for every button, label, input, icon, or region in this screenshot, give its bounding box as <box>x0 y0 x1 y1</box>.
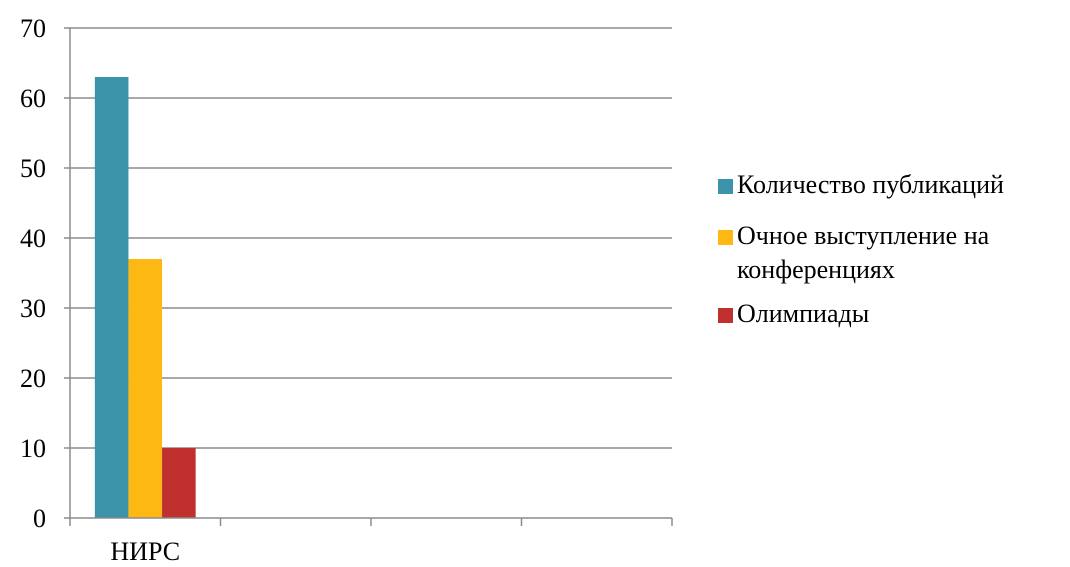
bar <box>128 259 163 518</box>
y-tick-label: 50 <box>20 154 46 183</box>
y-tick-label: 60 <box>20 84 46 113</box>
y-tick-label: 20 <box>20 364 46 393</box>
legend-swatch <box>718 308 733 323</box>
y-tick-label: 10 <box>20 434 46 463</box>
legend-swatch <box>718 179 733 194</box>
legend-label: Олимпиады <box>737 299 870 328</box>
bar <box>94 77 129 518</box>
y-tick-labels: 0 10 20 30 40 50 60 70 <box>20 14 46 533</box>
legend-item-publications: Количество публикаций <box>718 168 1063 202</box>
legend: Количество публикаций Очное выступление … <box>718 168 1063 348</box>
legend-item-olympiads: Олимпиады <box>718 297 1063 331</box>
axes <box>64 27 673 526</box>
legend-item-conferences: Очное выступление на конференциях <box>718 219 1063 287</box>
bar <box>162 448 196 518</box>
bars <box>94 77 196 518</box>
x-tick-label: НИРС <box>110 537 180 566</box>
y-tick-label: 40 <box>20 224 46 253</box>
legend-label: Очное выступление на конференциях <box>737 221 990 284</box>
legend-label: Количество публикаций <box>737 170 1004 199</box>
y-tick-label: 0 <box>33 504 46 533</box>
y-tick-label: 70 <box>20 14 46 43</box>
y-tick-label: 30 <box>20 294 46 323</box>
gridlines <box>70 27 672 449</box>
legend-swatch <box>718 230 733 245</box>
x-tick-labels: НИРС <box>110 537 180 566</box>
